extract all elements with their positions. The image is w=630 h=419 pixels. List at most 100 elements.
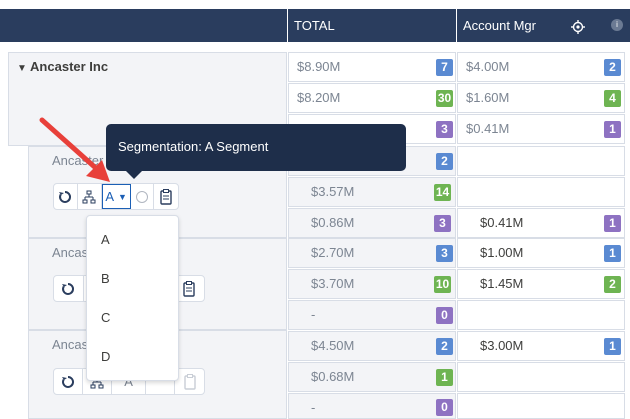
dropdown-option[interactable]: C xyxy=(101,310,111,325)
table-cell-mgr xyxy=(457,146,625,176)
table-cell-mgr xyxy=(457,177,625,207)
cell-value: - xyxy=(311,307,316,322)
count-badge: 1 xyxy=(604,215,621,232)
count-badge: 4 xyxy=(604,90,621,107)
count-badge: 2 xyxy=(604,59,621,76)
count-badge: 2 xyxy=(436,338,453,355)
count-badge: 14 xyxy=(434,184,451,201)
subgroup-name: Ancast xyxy=(52,337,92,352)
rotate-icon xyxy=(61,375,74,388)
clipboard-icon xyxy=(183,280,195,297)
header-blank xyxy=(0,9,287,42)
cell-value: $1.60M xyxy=(466,90,510,105)
dropdown-option[interactable]: B xyxy=(101,271,110,286)
count-badge: 3 xyxy=(436,121,453,138)
table-cell-mgr: $3.00M 1 xyxy=(457,331,625,361)
cell-value: $1.45M xyxy=(480,276,524,291)
radio-button[interactable] xyxy=(131,184,155,209)
tooltip-text: Segmentation: A Segment xyxy=(118,139,269,154)
count-badge: 0 xyxy=(436,307,453,324)
dropdown-option[interactable]: D xyxy=(101,349,111,364)
chevron-down-icon[interactable]: ▼ xyxy=(17,63,27,74)
rotate-button[interactable] xyxy=(54,276,84,301)
table-cell-total: $2.70M 3 xyxy=(288,238,456,268)
cell-value: $3.70M xyxy=(311,276,355,291)
table-cell-total: $3.57M 14 xyxy=(288,177,456,207)
segment-value: A xyxy=(124,374,133,389)
count-badge: 3 xyxy=(436,245,453,262)
table-cell-mgr: $0.41M 1 xyxy=(457,114,625,144)
clipboard-button[interactable] xyxy=(175,369,204,394)
row-action-group: A ▼ xyxy=(53,183,179,210)
caret-down-icon: ▼ xyxy=(117,191,127,202)
rotate-button[interactable] xyxy=(54,369,83,394)
count-badge: 3 xyxy=(434,215,451,232)
cell-value: $2.70M xyxy=(311,245,355,260)
count-badge: 2 xyxy=(436,153,453,170)
rotate-icon xyxy=(62,282,75,295)
count-badge: 1 xyxy=(604,245,621,262)
table-cell-mgr: $0.41M 1 xyxy=(457,208,625,238)
table-cell-total: $3.70M 10 xyxy=(288,269,456,299)
count-badge: 1 xyxy=(604,338,621,355)
table-cell-mgr xyxy=(457,362,625,392)
table-cell-total: $8.20M 30 xyxy=(288,83,456,113)
segment-dropdown-button[interactable]: A xyxy=(112,369,147,394)
segment-dropdown-menu: A B C D xyxy=(86,215,179,381)
cell-value: - xyxy=(311,400,316,415)
segment-value: A xyxy=(105,189,114,204)
target-icon[interactable] xyxy=(571,9,585,42)
table-cell-mgr: $1.45M 2 xyxy=(457,269,625,299)
rotate-button[interactable] xyxy=(54,184,78,209)
count-badge: 10 xyxy=(434,276,451,293)
table-cell-mgr xyxy=(457,300,625,330)
cell-value: $4.50M xyxy=(311,338,355,353)
table-cell-mgr xyxy=(457,393,625,419)
clipboard-icon xyxy=(160,188,172,205)
rotate-icon xyxy=(59,190,72,203)
table-cell-mgr: $1.60M 4 xyxy=(457,83,625,113)
header-account-mgr-label: Account Mgr xyxy=(463,18,536,33)
circle-icon xyxy=(135,190,148,203)
table-cell-mgr: $4.00M 2 xyxy=(457,52,625,82)
cell-value: $3.57M xyxy=(311,184,355,199)
table-cell-total: - 0 xyxy=(288,393,456,419)
table-cell-mgr: $1.00M 1 xyxy=(457,238,625,268)
cell-value: $0.86M xyxy=(311,215,355,230)
table-cell-total: - 0 xyxy=(288,300,456,330)
count-badge: 1 xyxy=(604,121,621,138)
hierarchy-button[interactable] xyxy=(78,184,102,209)
cell-value: $8.20M xyxy=(297,90,341,105)
header-account-mgr[interactable]: Account Mgr i xyxy=(457,9,630,42)
account-name: Ancaster Inc xyxy=(30,59,109,74)
segment-dropdown-button[interactable]: A ▼ xyxy=(101,184,131,209)
dropdown-option[interactable]: A xyxy=(101,232,110,247)
count-badge: 2 xyxy=(604,276,621,293)
count-badge: 7 xyxy=(436,59,453,76)
clipboard-button[interactable] xyxy=(154,184,178,209)
clipboard-button[interactable] xyxy=(174,276,204,301)
header-total[interactable]: TOTAL xyxy=(288,9,456,42)
cell-value: $0.41M xyxy=(480,215,524,230)
hierarchy-icon xyxy=(82,190,96,203)
subgroup-name: Ancast xyxy=(52,245,92,260)
table-cell-total: $0.68M 1 xyxy=(288,362,456,392)
cell-value: $8.90M xyxy=(297,59,341,74)
segmentation-tooltip: Segmentation: A Segment xyxy=(106,124,406,179)
info-icon[interactable]: i xyxy=(611,19,623,31)
count-badge: 1 xyxy=(436,369,453,386)
count-badge: 0 xyxy=(436,399,453,416)
cell-value: $0.41M xyxy=(466,121,510,136)
table-cell-total: $8.90M 7 xyxy=(288,52,456,82)
count-badge: 30 xyxy=(436,90,453,107)
cell-value: $1.00M xyxy=(480,245,524,260)
annotation-arrow-icon xyxy=(39,117,110,182)
radio-button[interactable] xyxy=(146,369,176,394)
header-total-label: TOTAL xyxy=(294,18,335,33)
clipboard-icon xyxy=(183,373,196,390)
account-row-toggle[interactable]: ▼ Ancaster Inc xyxy=(17,58,108,78)
table-cell-total: $4.50M 2 xyxy=(288,331,456,361)
cell-value: $4.00M xyxy=(466,59,510,74)
table-cell-total: $0.86M 3 xyxy=(288,208,456,238)
cell-value: $3.00M xyxy=(480,338,524,353)
